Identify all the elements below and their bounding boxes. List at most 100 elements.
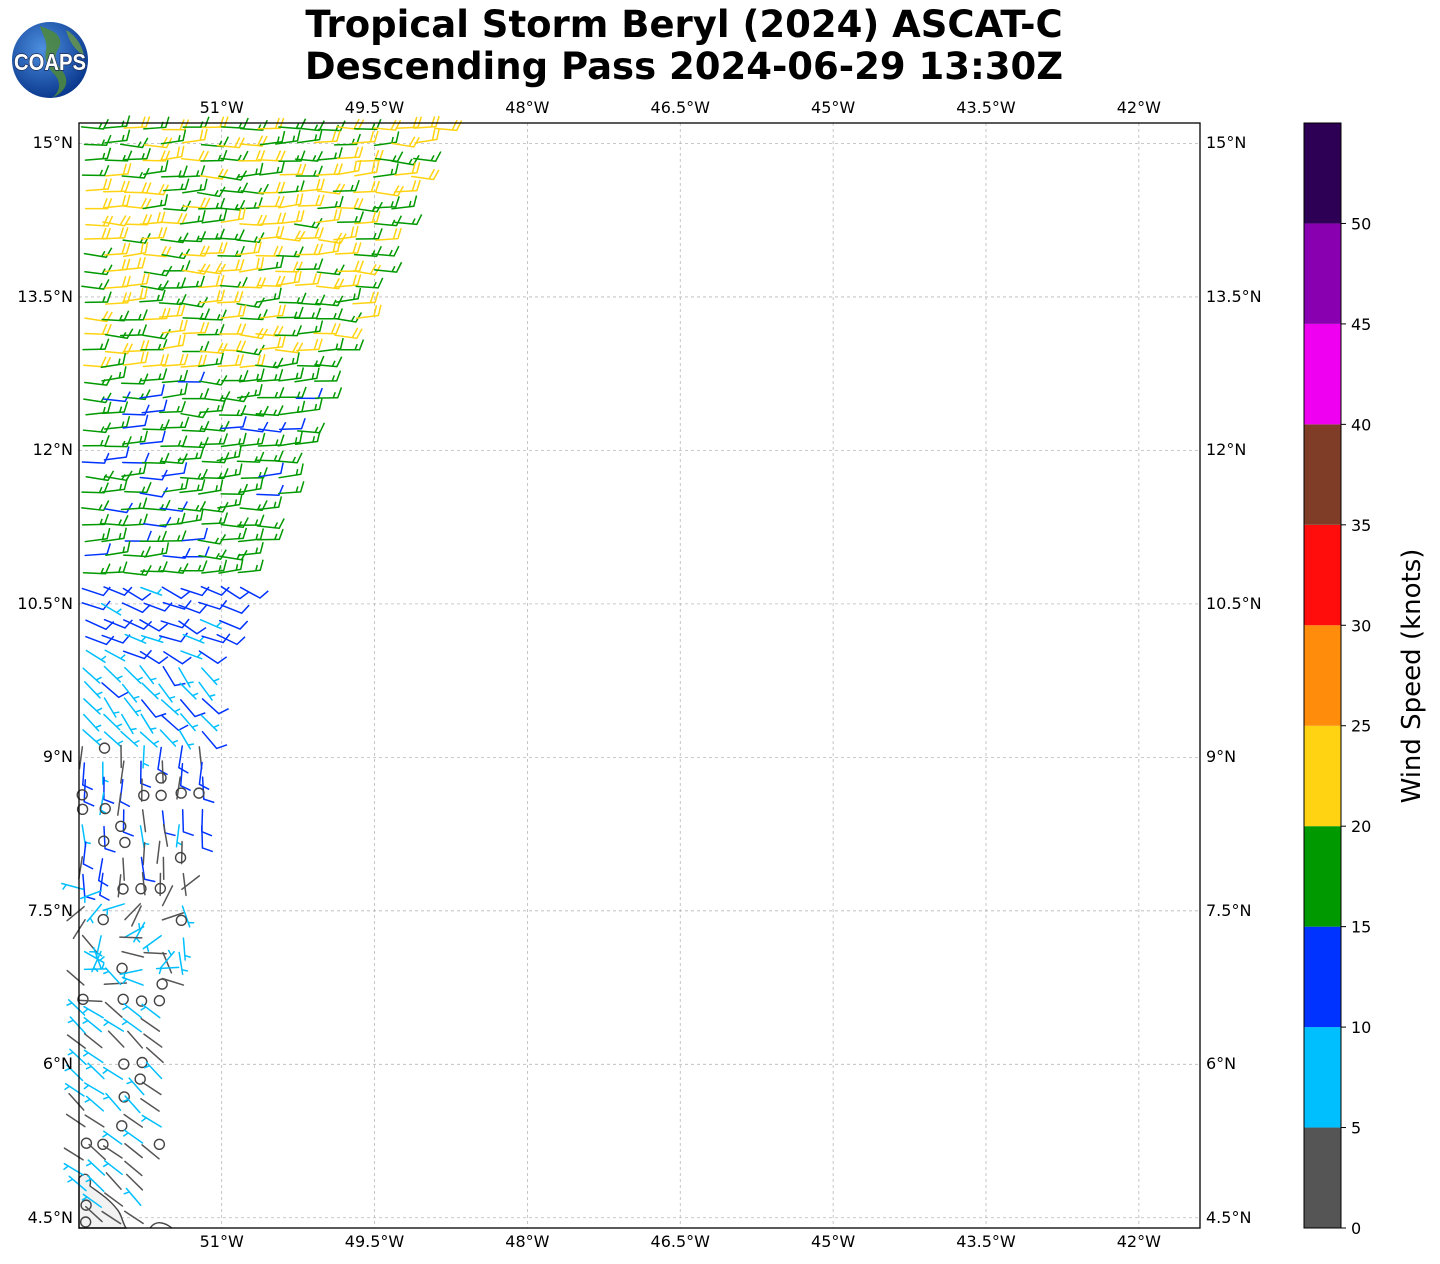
wind-barb — [276, 306, 304, 319]
wind-barb — [295, 387, 323, 400]
wind-barb — [105, 1172, 122, 1190]
wind-barb — [217, 463, 243, 479]
wind-barb — [83, 778, 95, 807]
wind-barb — [67, 1175, 87, 1192]
title-line-2: Descending Pass 2024-06-29 13:30Z — [304, 45, 1064, 88]
colorbar-bin — [1304, 524, 1341, 626]
wind-barb — [120, 497, 148, 511]
wind-barb — [139, 430, 166, 445]
colorbar-tick-label: 40 — [1351, 415, 1371, 434]
wind-barb — [161, 885, 174, 907]
wind-barb — [123, 1113, 143, 1128]
wind-barb — [124, 1142, 143, 1159]
wind-barb — [334, 274, 362, 288]
wind-barb — [160, 618, 190, 629]
wind-barb — [102, 1145, 123, 1159]
wind-barb — [296, 398, 323, 413]
wind-barb — [274, 452, 303, 464]
colorbar: 0 5 10 15 20 25 30 35 40 45 50 — [1303, 122, 1371, 1238]
wind-barb — [79, 1216, 92, 1228]
wind-barb — [181, 905, 195, 928]
wind-barb — [118, 1091, 130, 1103]
wind-barb — [97, 1138, 109, 1151]
wind-barb — [122, 241, 149, 258]
wind-barb — [143, 951, 167, 955]
wind-barb — [255, 405, 284, 417]
lat-tick-label-left: 6°N — [42, 1054, 73, 1074]
colorbar-tick-label: 45 — [1351, 315, 1371, 334]
wind-barb — [101, 634, 131, 644]
wind-barb — [102, 180, 131, 193]
wind-barb — [373, 163, 399, 178]
wind-barb — [256, 528, 284, 541]
wind-barb — [259, 212, 287, 226]
wind-barb — [83, 1033, 103, 1049]
wind-barb — [201, 559, 228, 574]
wind-barb — [101, 401, 129, 415]
wind-barb — [162, 383, 188, 399]
lat-tick-label-right: 15°N — [1206, 133, 1247, 153]
wind-barb — [160, 699, 181, 716]
wind-barb — [140, 634, 164, 643]
wind-barb — [413, 115, 440, 129]
wind-barb — [198, 289, 226, 304]
wind-barb — [83, 963, 108, 971]
wind-barb — [140, 586, 163, 596]
lon-tick-label-top: 48°W — [505, 98, 550, 117]
wind-barb — [81, 600, 111, 611]
wind-barb — [64, 1082, 85, 1097]
wind-barb — [296, 338, 323, 352]
wind-barb — [85, 1175, 105, 1193]
wind-barb — [123, 697, 142, 717]
wind-barb — [100, 561, 128, 574]
wind-barb — [354, 161, 380, 177]
wind-barb — [180, 586, 210, 597]
wind-barb — [158, 632, 189, 643]
wind-barb — [180, 150, 210, 162]
wind-barb — [238, 368, 265, 383]
wind-barb — [76, 789, 88, 801]
colorbar-bin — [1304, 625, 1341, 726]
wind-barb — [105, 540, 131, 556]
wind-barb — [258, 462, 284, 478]
wind-barb — [198, 352, 224, 368]
wind-barb — [314, 387, 343, 399]
wind-barb — [352, 291, 379, 305]
wind-barb — [181, 809, 194, 837]
wind-barb — [201, 512, 229, 525]
logo-text: COAPS — [14, 49, 86, 75]
wind-barb — [162, 823, 169, 847]
wind-barb — [177, 371, 206, 383]
wind-barb — [61, 882, 84, 891]
wind-barb — [159, 512, 186, 527]
wind-barb — [160, 334, 186, 350]
colorbar-tick-label: 35 — [1351, 516, 1371, 535]
lon-tick-label-bottom: 43.5°W — [956, 1232, 1016, 1251]
wind-barb — [317, 337, 344, 353]
wind-barb — [122, 857, 125, 881]
wind-barb — [124, 1160, 143, 1177]
wind-barb — [82, 1005, 104, 1019]
wind-barb — [277, 431, 303, 447]
wind-barb — [84, 264, 113, 276]
wind-barb — [154, 882, 167, 895]
wind-barb — [121, 167, 150, 179]
wind-barb — [159, 453, 188, 465]
wind-barb — [97, 913, 109, 926]
wind-barb — [159, 530, 187, 542]
wind-barb — [259, 130, 286, 146]
lon-tick-label-bottom: 42°W — [1116, 1232, 1161, 1251]
wind-barb — [199, 399, 226, 414]
wind-barb — [353, 180, 381, 194]
wind-barb — [178, 165, 206, 178]
wind-barb — [180, 407, 210, 419]
wind-barb — [153, 1138, 166, 1150]
wind-barb — [101, 1210, 122, 1225]
wind-barb — [182, 340, 210, 353]
wind-barb — [142, 841, 146, 866]
wind-barb — [196, 186, 226, 198]
wind-barb — [221, 369, 249, 382]
wind-barb — [100, 515, 129, 527]
map-frame — [78, 122, 1201, 1229]
wind-barb — [83, 356, 112, 368]
